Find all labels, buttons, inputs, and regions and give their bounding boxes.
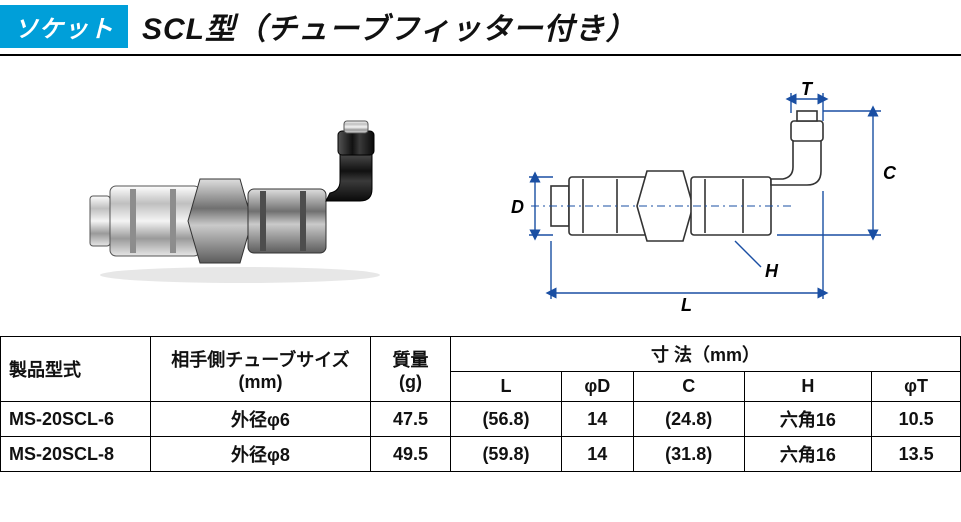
dim-label-l: L xyxy=(681,295,692,315)
th-model: 製品型式 xyxy=(1,337,151,402)
th-mass: 質量(g) xyxy=(371,337,451,402)
th-tube: 相手側チューブサイズ(mm) xyxy=(151,337,371,402)
dim-label-c: C xyxy=(883,163,897,183)
header-bar: ソケット SCL型（チューブフィッター付き） xyxy=(0,0,961,56)
spec-table-body: MS-20SCL-6外径φ647.5(56.8)14(24.8)六角1610.5… xyxy=(1,402,961,472)
spec-table-head: 製品型式 相手側チューブサイズ(mm) 質量(g) 寸 法（mm） L φD C… xyxy=(1,337,961,402)
cell-mass: 47.5 xyxy=(371,402,451,437)
category-badge: ソケット xyxy=(0,5,128,48)
cell-C: (31.8) xyxy=(633,437,744,472)
th-dims-group: 寸 法（mm） xyxy=(451,337,961,372)
cell-phiD: 14 xyxy=(561,437,633,472)
cell-C: (24.8) xyxy=(633,402,744,437)
th-tube-l1: 相手側チューブサイズ(mm) xyxy=(171,350,349,392)
dim-label-h: H xyxy=(765,261,779,281)
dimension-diagram: D L H T C xyxy=(481,86,942,316)
product-photo xyxy=(20,86,481,316)
cell-tube: 外径φ6 xyxy=(151,402,371,437)
product-photo-svg xyxy=(70,101,430,301)
table-row: MS-20SCL-8外径φ849.5(59.8)14(31.8)六角1613.5 xyxy=(1,437,961,472)
cell-tube: 外径φ8 xyxy=(151,437,371,472)
th-c: C xyxy=(633,372,744,402)
th-phid: φD xyxy=(561,372,633,402)
dimension-diagram-svg: D L H T C xyxy=(491,81,931,321)
cell-phiT: 10.5 xyxy=(872,402,961,437)
cell-L: (56.8) xyxy=(451,402,562,437)
cell-mass: 49.5 xyxy=(371,437,451,472)
th-phit: φT xyxy=(872,372,961,402)
table-row: MS-20SCL-6外径φ647.5(56.8)14(24.8)六角1610.5 xyxy=(1,402,961,437)
th-l: L xyxy=(451,372,562,402)
cell-phiD: 14 xyxy=(561,402,633,437)
cell-model: MS-20SCL-8 xyxy=(1,437,151,472)
dim-label-d: D xyxy=(511,197,524,217)
cell-L: (59.8) xyxy=(451,437,562,472)
spec-table: 製品型式 相手側チューブサイズ(mm) 質量(g) 寸 法（mm） L φD C… xyxy=(0,336,961,472)
cell-H: 六角16 xyxy=(744,437,872,472)
cell-H: 六角16 xyxy=(744,402,872,437)
figures-row: D L H T C xyxy=(0,56,961,336)
cell-phiT: 13.5 xyxy=(872,437,961,472)
product-title: SCL型（チューブフィッター付き） xyxy=(142,4,637,48)
th-h: H xyxy=(744,372,872,402)
cell-model: MS-20SCL-6 xyxy=(1,402,151,437)
dim-label-t: T xyxy=(801,81,814,99)
